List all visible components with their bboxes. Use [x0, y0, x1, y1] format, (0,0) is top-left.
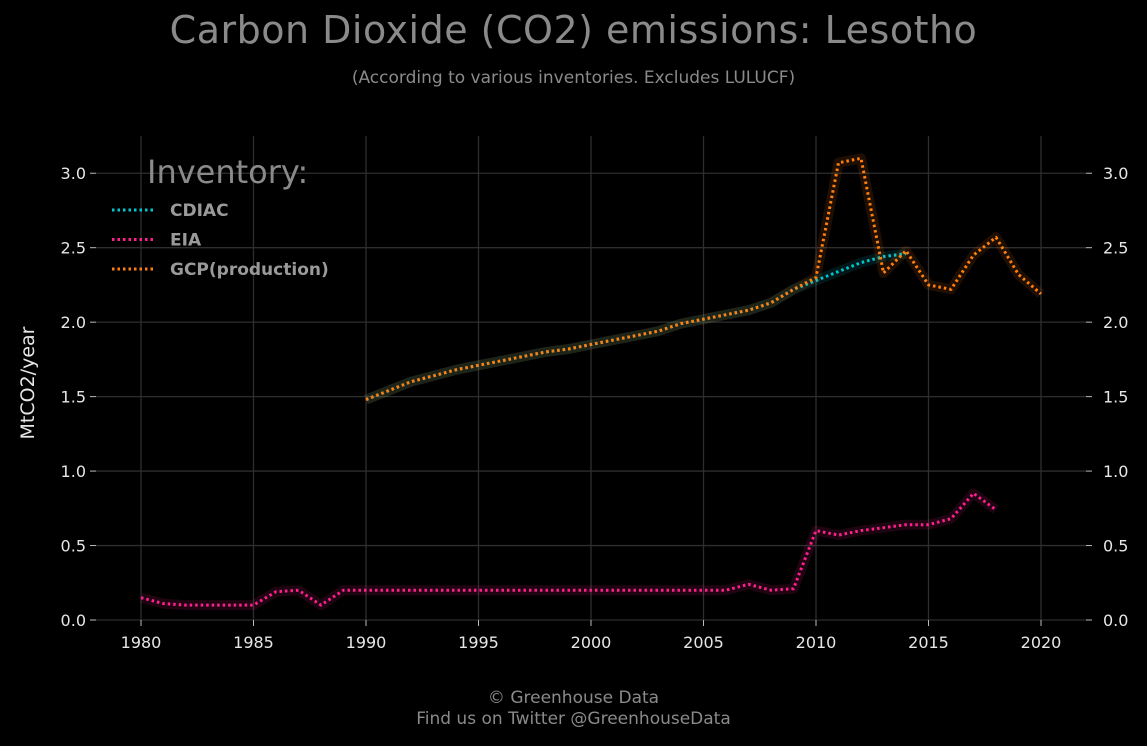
series-line — [140, 491, 997, 607]
line-chart: 1980 1985 1990 1995 2000 2005 2010 2015 2020 0.0 0… — [17, 136, 1128, 652]
y-tick-label-right: 0.0 — [1103, 611, 1128, 630]
legend-item-label: EIA — [170, 231, 202, 251]
x-tick-label: 1980 — [121, 633, 162, 652]
x-tick-label: 2000 — [571, 633, 612, 652]
y-tick-label-left: 0.5 — [61, 537, 86, 556]
series-glow — [364, 248, 907, 405]
x-tick-label: 2010 — [796, 633, 837, 652]
series-glow — [139, 488, 999, 611]
x-tick-label: 1985 — [233, 633, 274, 652]
y-tick-label-left: 2.5 — [61, 239, 86, 258]
series-line — [365, 156, 1042, 401]
y-tick-label-left: 1.0 — [61, 462, 86, 481]
footer-copyright: © Greenhouse Data — [487, 688, 660, 708]
x-tick-label: 1995 — [458, 633, 499, 652]
y-tick-label-left: 1.5 — [61, 388, 86, 407]
chart-subtitle: (According to various inventories. Exclu… — [351, 68, 796, 88]
grid-lines — [96, 136, 1086, 621]
footer-twitter: Find us on Twitter @GreenhouseData — [416, 709, 731, 729]
legend-item-label: GCP(production) — [170, 260, 329, 280]
x-tick-label: 2015 — [908, 633, 949, 652]
legend-item-label: CDIAC — [170, 201, 229, 221]
legend-title: Inventory: — [147, 153, 308, 191]
y-tick-label-right: 1.0 — [1103, 462, 1128, 481]
y-tick-label-right: 1.5 — [1103, 388, 1128, 407]
legend: Inventory: CDIAC EIA GCP(production) — [112, 153, 329, 280]
y-tick-label-left: 0.0 — [61, 611, 86, 630]
y-tick-label-right: 2.5 — [1103, 239, 1128, 258]
x-tick-label: 2020 — [1021, 633, 1062, 652]
x-tick-label: 1990 — [346, 633, 387, 652]
y-tick-label-left: 2.0 — [61, 313, 86, 332]
axes: 1980 1985 1990 1995 2000 2005 2010 2015 2020 0.0 0… — [17, 164, 1128, 652]
chart-title: Carbon Dioxide (CO2) emissions: Lesotho — [169, 8, 978, 52]
y-tick-label-right: 3.0 — [1103, 164, 1128, 183]
y-tick-label-left: 3.0 — [61, 164, 86, 183]
y-tick-label-right: 2.0 — [1103, 313, 1128, 332]
x-tick-label: 2005 — [683, 633, 724, 652]
series-lines — [139, 153, 1045, 611]
y-axis-label: MtCO2/year — [17, 326, 39, 439]
y-tick-label-right: 0.5 — [1103, 537, 1128, 556]
